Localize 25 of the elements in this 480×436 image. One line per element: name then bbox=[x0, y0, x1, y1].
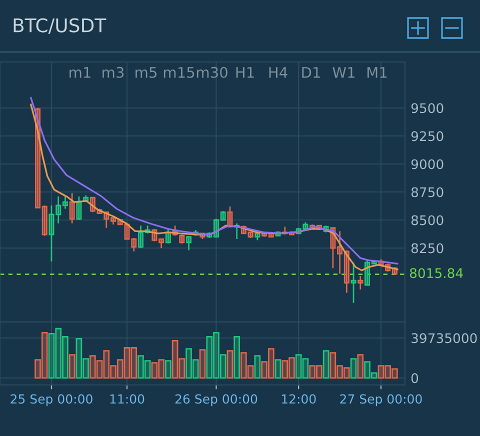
annotation: m15 bbox=[164, 67, 194, 78]
x-tick-label: 27 Sep 00:00 bbox=[340, 394, 422, 406]
annotation: M1 bbox=[368, 67, 387, 78]
x-tick-label: 11:00 bbox=[110, 394, 144, 404]
chart-title: BTC/USDT bbox=[14, 18, 106, 34]
y-tick-label: 9500 bbox=[411, 103, 444, 114]
x-tick-label: 25 Sep 00:00 bbox=[10, 394, 92, 406]
x-tick-label: 26 Sep 00:00 bbox=[175, 394, 258, 406]
y-tick-label: 9250 bbox=[411, 131, 444, 142]
annotation: H4 bbox=[269, 67, 288, 78]
annotation: m30 bbox=[196, 66, 228, 78]
y-tick-label: 8750 bbox=[411, 187, 444, 198]
y-tick-label: 0 bbox=[411, 373, 418, 384]
annotation: H1 bbox=[236, 67, 254, 78]
annotation: m1 bbox=[70, 67, 90, 78]
x-tick-label: 12:00 bbox=[282, 394, 316, 404]
y-tick-label: 9000 bbox=[411, 159, 444, 170]
ref-line-label: 8015.84 bbox=[410, 268, 463, 278]
annotation: m5 bbox=[136, 67, 156, 78]
annotation: D1 bbox=[302, 67, 320, 78]
y-tick-label: 8500 bbox=[411, 215, 444, 226]
annotation: m3 bbox=[102, 66, 124, 78]
y-tick-label: 8250 bbox=[411, 243, 444, 254]
annotation: W1 bbox=[332, 67, 355, 78]
y-tick-label: 39735000 bbox=[412, 333, 477, 344]
